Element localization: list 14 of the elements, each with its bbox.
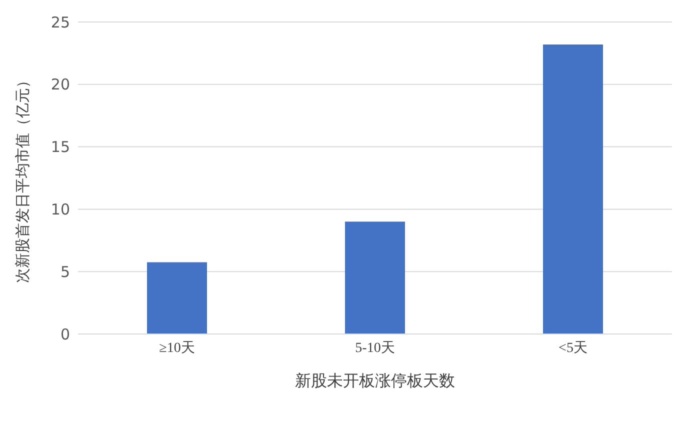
y-tick-label: 15 [50,138,70,156]
bar [345,222,405,334]
bar [147,262,207,334]
x-axis-title: 新股未开板涨停板天数 [295,371,455,390]
y-tick-label: 25 [50,13,70,32]
x-tick-label: ≥10天 [159,340,195,356]
x-tick-label: 5-10天 [355,340,395,356]
y-tick-label: 10 [50,200,70,219]
y-tick-label: 20 [50,76,70,94]
y-axis-title: 次新股首发日平均市值（亿元） [13,73,32,283]
bar [543,44,603,334]
y-tick-label: 5 [60,262,70,281]
y-tick-label: 0 [60,325,70,344]
x-tick-label: <5天 [558,340,588,356]
